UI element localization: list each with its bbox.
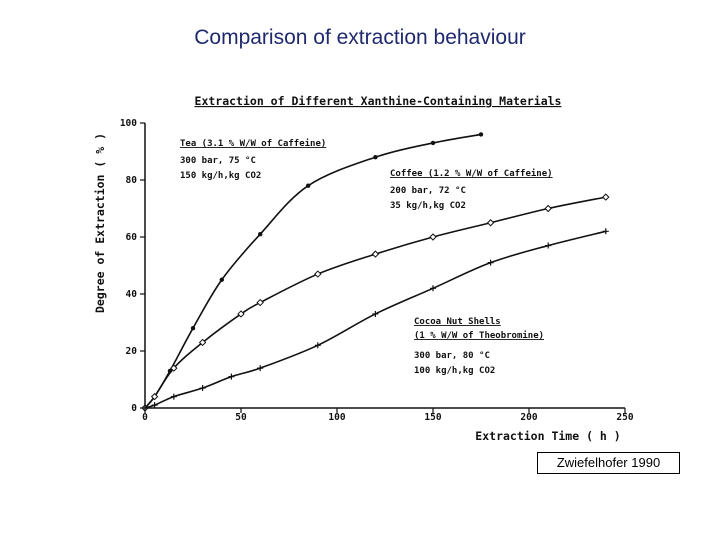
cocoa-condition-2: 100 kg/h,kg CO2 <box>414 366 495 376</box>
annotation-coffee: Coffee (1.2 % W/W of Caffeine) 200 bar, … <box>390 168 553 211</box>
x-tick-label: 250 <box>616 412 633 423</box>
point-coffee <box>602 193 610 201</box>
point-cocoa <box>142 405 148 411</box>
point-coffee <box>198 338 207 347</box>
coffee-label: Coffee (1.2 % W/W of Caffeine) <box>390 168 553 179</box>
point-cocoa <box>199 385 206 392</box>
point-cocoa <box>228 373 235 380</box>
coffee-condition-2: 35 kg/h,kg CO2 <box>390 201 466 211</box>
point-tea <box>258 231 263 237</box>
point-tea <box>478 132 484 137</box>
point-tea <box>190 326 196 331</box>
point-cocoa <box>487 259 494 266</box>
y-tick-label: 60 <box>126 232 138 243</box>
y-tick-label: 100 <box>120 118 137 129</box>
y-tick-label: 80 <box>126 175 138 186</box>
point-tea <box>430 140 436 146</box>
cocoa-label-line-1: Cocoa Nut Shells <box>414 317 501 327</box>
y-axis-ticks: 0 20 40 60 80 100 <box>120 118 145 414</box>
point-cocoa <box>430 285 436 292</box>
y-tick-label: 20 <box>126 346 138 357</box>
annotation-tea: Tea (3.1 % W/W of Caffeine) 300 bar, 75 … <box>180 138 326 181</box>
cocoa-label-line-2: (1 % W/W of Theobromine) <box>414 330 544 341</box>
series-layer <box>141 132 610 412</box>
series-line-coffee <box>144 196 606 409</box>
point-coffee <box>170 364 178 372</box>
x-tick-label: 100 <box>328 412 345 423</box>
tea-condition-1: 300 bar, 75 °C <box>180 156 256 166</box>
point-cocoa <box>170 393 177 400</box>
x-tick-label: 0 <box>142 412 148 423</box>
x-tick-label: 200 <box>520 412 537 423</box>
point-coffee <box>544 204 552 213</box>
point-cocoa <box>257 365 264 372</box>
tea-label: Tea (3.1 % W/W of Caffeine) <box>180 138 326 149</box>
y-axis-label: Degree of Extraction ( % ) <box>93 133 107 313</box>
point-cocoa <box>151 402 158 409</box>
y-tick-label: 40 <box>126 289 138 300</box>
point-cocoa <box>314 342 321 349</box>
point-cocoa <box>545 242 552 249</box>
point-coffee <box>314 270 322 278</box>
point-coffee <box>371 250 380 258</box>
point-tea <box>219 277 224 282</box>
point-coffee <box>429 233 437 241</box>
x-tick-label: 50 <box>235 412 247 423</box>
y-tick-label: 0 <box>131 403 137 414</box>
point-coffee <box>150 392 159 401</box>
annotation-cocoa: Cocoa Nut Shells (1 % W/W of Theobromine… <box>414 317 544 376</box>
point-tea <box>306 183 311 188</box>
point-coffee <box>237 310 245 318</box>
point-cocoa <box>372 310 379 317</box>
chart-title: Extraction of Different Xanthine-Contain… <box>195 94 562 108</box>
point-coffee <box>486 219 495 227</box>
x-axis-ticks: 0 50 100 150 200 250 <box>142 408 634 423</box>
tea-condition-2: 150 kg/h,kg CO2 <box>180 171 261 181</box>
cocoa-condition-1: 300 bar, 80 °C <box>414 351 490 361</box>
slide-title: Comparison of extraction behaviour <box>194 26 526 49</box>
point-tea <box>373 155 378 160</box>
x-tick-label: 150 <box>424 412 441 423</box>
x-axis-label: Extraction Time ( h ) <box>475 429 620 443</box>
point-cocoa <box>602 228 609 235</box>
point-coffee <box>256 298 264 307</box>
coffee-condition-1: 200 bar, 72 °C <box>390 186 466 196</box>
source-citation: Zwiefelhofer 1990 <box>537 452 680 474</box>
